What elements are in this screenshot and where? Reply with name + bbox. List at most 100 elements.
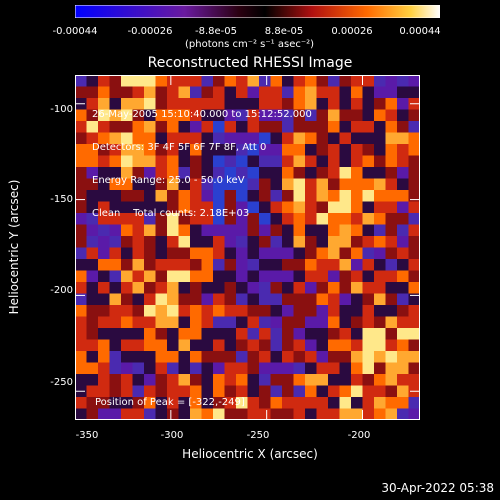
colorbar-tick: 0.00044 — [399, 26, 441, 37]
emission-cell — [224, 144, 237, 157]
emission-cell — [236, 328, 249, 341]
emission-cell — [109, 293, 122, 306]
emission-cell — [282, 201, 295, 214]
colorbar-tick: -8.8e-05 — [195, 26, 237, 37]
emission-cell — [201, 132, 214, 145]
emission-cell — [190, 282, 203, 295]
emission-cell — [408, 397, 420, 410]
emission-cell — [213, 167, 226, 180]
emission-cell — [362, 316, 375, 329]
emission-cell — [75, 224, 88, 237]
emission-cell — [155, 121, 168, 134]
emission-cell — [224, 178, 237, 191]
emission-cell — [75, 259, 88, 272]
emission-cell — [351, 316, 364, 329]
emission-cell — [293, 351, 306, 364]
emission-cell — [385, 213, 398, 226]
emission-cell — [374, 293, 387, 306]
emission-cell — [351, 259, 364, 272]
emission-cell — [374, 351, 387, 364]
emission-cell — [397, 132, 410, 145]
emission-cell — [282, 374, 295, 387]
emission-cell — [247, 408, 260, 420]
emission-cell — [75, 86, 88, 99]
emission-cell — [155, 328, 168, 341]
emission-cell — [132, 305, 145, 318]
emission-cell — [155, 351, 168, 364]
emission-cell — [144, 362, 157, 375]
emission-cell — [132, 351, 145, 364]
emission-cell — [86, 293, 99, 306]
emission-cell — [109, 98, 122, 111]
emission-cell — [144, 213, 157, 226]
emission-cell — [121, 282, 134, 295]
emission-cell — [167, 316, 180, 329]
emission-cell — [236, 339, 249, 352]
emission-cell — [236, 155, 249, 168]
emission-cell — [247, 86, 260, 99]
emission-cell — [397, 316, 410, 329]
emission-cell — [121, 213, 134, 226]
emission-cell — [201, 224, 214, 237]
emission-cell — [282, 408, 295, 420]
emission-cell — [178, 374, 191, 387]
emission-cell — [121, 155, 134, 168]
emission-cell — [98, 155, 111, 168]
emission-cell — [167, 362, 180, 375]
emission-cell — [109, 362, 122, 375]
emission-cell — [351, 247, 364, 260]
emission-cell — [282, 339, 295, 352]
emission-cell — [190, 213, 203, 226]
emission-cell — [305, 408, 318, 420]
emission-cell — [408, 121, 420, 134]
emission-cell — [178, 270, 191, 283]
emission-cell — [190, 132, 203, 145]
emission-cell — [259, 109, 272, 122]
emission-cell — [86, 270, 99, 283]
emission-cell — [155, 305, 168, 318]
emission-cell — [190, 155, 203, 168]
emission-cell — [247, 339, 260, 352]
emission-cell — [144, 339, 157, 352]
emission-cell — [236, 75, 249, 88]
emission-cell — [316, 259, 329, 272]
emission-cell — [328, 270, 341, 283]
emission-cell — [190, 305, 203, 318]
emission-cell — [190, 201, 203, 214]
emission-cell — [155, 259, 168, 272]
emission-cell — [86, 282, 99, 295]
emission-cell — [293, 201, 306, 214]
emission-cell — [190, 397, 203, 410]
emission-cell — [224, 121, 237, 134]
emission-cell — [351, 178, 364, 191]
emission-cell — [374, 144, 387, 157]
emission-cell — [201, 247, 214, 260]
emission-cell — [408, 362, 420, 375]
emission-cell — [328, 132, 341, 145]
emission-cell — [351, 374, 364, 387]
emission-cell — [293, 328, 306, 341]
emission-cell — [282, 178, 295, 191]
emission-cell — [305, 397, 318, 410]
emission-cell — [167, 328, 180, 341]
emission-cell — [374, 259, 387, 272]
info-time-range: 26-May-2005 15:10:40.000 to 15:12:52.000 — [92, 109, 312, 120]
emission-cell — [385, 132, 398, 145]
emission-cell — [121, 75, 134, 88]
emission-cell — [224, 305, 237, 318]
emission-cell — [351, 270, 364, 283]
emission-cell — [282, 259, 295, 272]
emission-cell — [86, 385, 99, 398]
emission-cell — [282, 362, 295, 375]
emission-cell — [236, 201, 249, 214]
emission-cell — [75, 408, 88, 420]
emission-cell — [305, 155, 318, 168]
emission-cell — [316, 374, 329, 387]
emission-cell — [167, 121, 180, 134]
emission-cell — [224, 282, 237, 295]
emission-cell — [98, 144, 111, 157]
emission-cell — [385, 109, 398, 122]
emission-cell — [362, 98, 375, 111]
emission-cell — [259, 213, 272, 226]
emission-cell — [86, 132, 99, 145]
